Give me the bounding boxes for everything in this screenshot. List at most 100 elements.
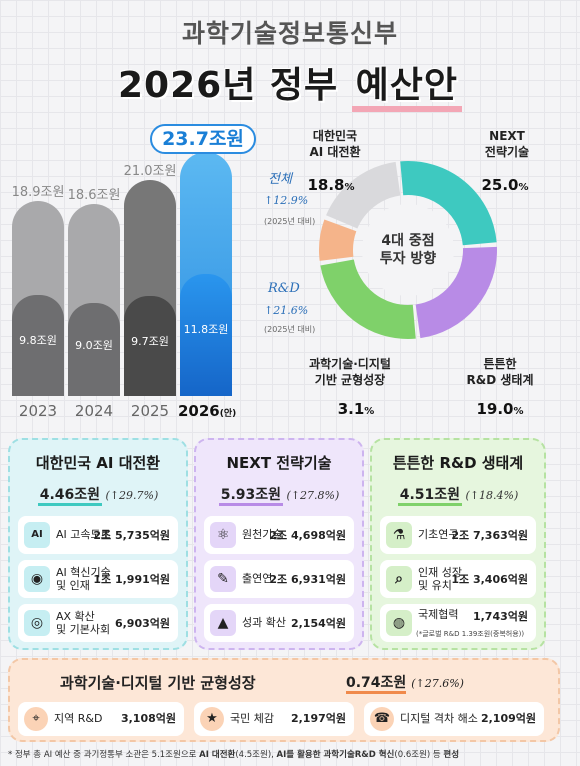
rnd-note-label: R&D xyxy=(268,281,300,296)
balance-card-title: 과학기술·디지털 기반 균형성장 xyxy=(60,674,256,692)
row-value: 6,903억원 xyxy=(114,617,170,630)
row-value: 1조 3,406억원 xyxy=(451,573,528,586)
donut-seg-other xyxy=(326,161,402,230)
card-rnd-amount: 4.51조원 xyxy=(397,487,463,506)
bar-total-label-2024: 18.6조원 xyxy=(67,188,121,204)
donut-label-next: NEXT 전략기술 xyxy=(462,128,552,160)
row-value: 2조 5,735억원 xyxy=(93,529,170,542)
bar-rnd-label-2023: 9.8조원 xyxy=(19,334,57,348)
donut-pct-rnd-value: 19.0 xyxy=(476,400,514,418)
donut-label-ai: 대한민국 AI 대전환 xyxy=(290,128,380,160)
donut-seg-ai xyxy=(400,161,497,246)
donut-seg-next xyxy=(414,246,497,339)
donut-pct-balance-unit: % xyxy=(364,406,375,417)
card-next-amount: 5.93조원 xyxy=(218,487,284,506)
donut-hole xyxy=(362,204,454,296)
donut-label-next-l2: 전략기술 xyxy=(484,145,530,159)
donut-label-next-l1: NEXT xyxy=(489,129,525,143)
row-name: AX 확산 및 기본사회 xyxy=(56,610,111,636)
balance-row-value: 3,108억원 xyxy=(120,712,176,725)
card-ai: 대한민국 AI 대전환 4.46조원 (↑29.7%) AI AI 고속도로 2조 5,… xyxy=(8,438,188,650)
card-next-rate: (↑27.8%) xyxy=(283,489,340,502)
donut-label-rnd-l2: R&D 생태계 xyxy=(466,373,534,387)
card-ai-amount: 4.46조원 xyxy=(37,487,103,506)
card-next-row: ▲ 성과 확산 2,154억원 xyxy=(204,604,354,642)
headset-icon: ☎ xyxy=(370,707,394,731)
total-change-basis: (2025년 대비) xyxy=(264,217,316,226)
balance-growth-card: 과학기술·디지털 기반 균형성장 0.74조원 (↑27.6%) ⌖ 지역 R&D… xyxy=(8,658,560,742)
map-pin-icon: ⌖ xyxy=(24,707,48,731)
flask-icon: ⚗ xyxy=(386,522,412,548)
balance-row: ★ 국민 체감 2,197억원 xyxy=(194,702,354,736)
row-value: 2,154억원 xyxy=(290,617,346,630)
row-name: AI 고속도로 xyxy=(56,528,111,541)
row-value: 2조 6,931억원 xyxy=(269,573,346,586)
donut-label-balance-l1: 과학기술·디지털 xyxy=(309,357,391,371)
donut-seg-balance xyxy=(319,219,357,261)
year-label-2026: 2026(안) xyxy=(178,402,237,420)
card-ai-row: AI AI 고속도로 2조 5,735억원 xyxy=(18,516,178,554)
donut-pct-ai: 18.8% xyxy=(296,176,366,194)
row-name: 기초연구 xyxy=(418,528,459,541)
trophy-icon: ★ xyxy=(200,707,224,731)
card-ai-row: ◉ AI 혁신기술 및 인재 1조 1,991억원 xyxy=(18,560,178,598)
bar-total-label-2023: 18.9조원 xyxy=(11,185,65,201)
card-rnd-row: ◍ 국제협력 1,743억원 (*글로벌 R&D 1.39조원(중복허용)) xyxy=(380,604,536,642)
card-rnd-row: ⚗ 기초연구 2조 7,363억원 xyxy=(380,516,536,554)
footnote-part3: (0.6조원) 등 xyxy=(394,750,444,760)
row-name: 출연연 xyxy=(242,572,273,585)
row-name: 성과 확산 xyxy=(242,616,286,629)
atom-icon: ⚛ xyxy=(210,522,236,548)
donut-pct-rnd-unit: % xyxy=(513,406,524,417)
bar-rnd-label-2025: 9.7조원 xyxy=(131,335,169,349)
title-highlight: 예산안 xyxy=(351,65,462,112)
bar-rnd-label-2024: 9.0조원 xyxy=(75,339,113,352)
donut-label-ai-l1: 대한민국 xyxy=(312,129,358,143)
main-title: 2026년 정부 예산안 xyxy=(0,56,580,112)
card-rnd-row: ⌕ 인재 성장 및 유치 1조 3,406억원 xyxy=(380,560,536,598)
donut-pct-next: 25.0% xyxy=(470,176,540,194)
balance-card-amount: 0.74조원 (↑27.6%) xyxy=(346,672,464,694)
row-name: 인재 성장 및 유치 xyxy=(418,566,462,592)
year-label-2025: 2025 xyxy=(130,402,170,420)
year-label-2023: 2023 xyxy=(18,402,58,420)
donut-pct-next-unit: % xyxy=(518,182,529,193)
card-ai-row: ◎ AX 확산 및 기본사회 6,903억원 xyxy=(18,604,178,642)
donut-center-line1: 4대 중점 xyxy=(381,233,435,249)
donut-center-label: 4대 중점 투자 방향 xyxy=(363,232,453,268)
row-name: AI 혁신기술 및 인재 xyxy=(56,566,111,592)
total-change-note: 전체 xyxy=(268,168,308,187)
footnote-bold1: AI 대전환 xyxy=(199,750,236,760)
balance-row-value: 2,109억원 xyxy=(480,712,536,725)
bar-rnd-2026 xyxy=(180,274,232,396)
year-label-2024: 2024 xyxy=(74,402,114,420)
globe-ai-icon: ◎ xyxy=(24,610,50,636)
donut-label-rnd-l1: 튼튼한 xyxy=(483,357,517,371)
robot-icon: ◉ xyxy=(24,566,50,592)
bar-rnd-2025 xyxy=(124,296,176,396)
budget-bar-chart: 18.9조원 9.8조원 2023 18.6조원 9.0조원 2024 21.0조원 9.7조… xyxy=(0,0,300,430)
balance-row-value: 2,197억원 xyxy=(290,712,346,725)
card-ai-title: 대한민국 AI 대전환 xyxy=(35,454,161,472)
footnote-part1: 정부 총 AI 예산 중 과기정통부 소관은 5.1조원으로 xyxy=(14,750,200,760)
row-name: 원천기술 xyxy=(242,528,283,541)
card-next-row: ✎ 출연연 2조 6,931억원 xyxy=(204,560,354,598)
card-next-amount-line: 5.93조원 (↑27.8%) xyxy=(196,484,362,506)
donut-pct-balance-value: 3.1 xyxy=(337,400,365,418)
donut-label-balance-l2: 기반 균형성장 xyxy=(314,373,386,387)
donut-seg-rnd xyxy=(320,258,416,339)
card-next: NEXT 전략기술 5.93조원 (↑27.8%) ⚛ 원천기술 2조 4,698억원 ✎… xyxy=(194,438,364,650)
total-change-value: ↑12.9% xyxy=(264,194,309,207)
row-value: 2조 7,363억원 xyxy=(451,529,528,542)
donut-pct-rnd: 19.0% xyxy=(460,400,540,418)
investment-donut xyxy=(319,161,497,339)
rnd-change-basis: (2025년 대비) xyxy=(264,325,316,334)
ministry-title: 과학기술정보통신부 xyxy=(181,19,398,48)
total-note-label: 전체 xyxy=(268,172,292,187)
card-ai-amount-line: 4.46조원 (↑29.7%) xyxy=(10,484,186,506)
balance-row-name: 디지털 격차 해소 xyxy=(400,712,478,725)
bar-total-label-2025: 21.0조원 xyxy=(123,163,177,179)
card-rnd-title: 튼튼한 R&D 생태계 xyxy=(392,454,524,472)
world-icon: ◍ xyxy=(386,610,412,636)
